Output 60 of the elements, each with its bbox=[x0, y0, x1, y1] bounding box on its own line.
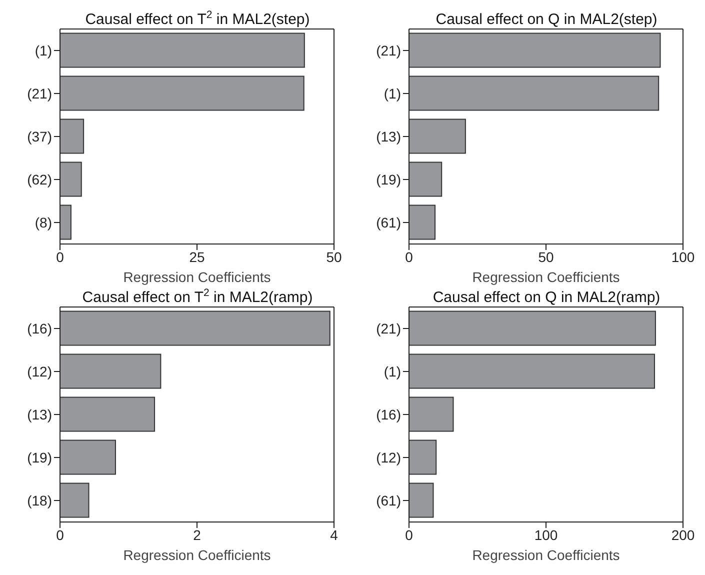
y-tick-label: (62) bbox=[27, 171, 52, 188]
x-tick-label: 0 bbox=[56, 248, 64, 265]
y-tick-label: (8) bbox=[34, 214, 52, 230]
y-tick-label: (21) bbox=[376, 42, 401, 58]
y-tick-label: (12) bbox=[376, 449, 401, 466]
bar bbox=[409, 354, 656, 389]
bar bbox=[409, 204, 436, 240]
x-tick-label: 0 bbox=[405, 526, 414, 543]
chart-title: Causal effect on Q in MAL2(ramp) bbox=[432, 289, 660, 306]
x-tick-label: 100 bbox=[671, 248, 695, 265]
y-tick-label: (61) bbox=[376, 492, 401, 508]
x-tick-label: 0 bbox=[56, 526, 64, 543]
y-tick-label: (16) bbox=[376, 406, 401, 422]
x-axis-title: Regression Coefficients bbox=[123, 547, 271, 563]
bar bbox=[409, 396, 454, 432]
bar bbox=[60, 440, 116, 475]
bar bbox=[409, 162, 442, 197]
chart-title: Causal effect on Q in MAL2(step) bbox=[436, 11, 658, 28]
bar bbox=[60, 32, 305, 68]
y-tick-label: (21) bbox=[27, 85, 52, 102]
x-axis-title: Regression Coefficients bbox=[472, 547, 620, 563]
bar bbox=[60, 162, 82, 197]
x-axis-title: Regression Coefficients bbox=[123, 269, 271, 285]
bar bbox=[60, 118, 84, 154]
y-tick-label: (12) bbox=[27, 363, 52, 380]
y-tick-label: (13) bbox=[376, 128, 401, 144]
y-tick-label: (61) bbox=[376, 214, 401, 230]
x-tick-label: 200 bbox=[671, 526, 695, 543]
y-tick-label: (16) bbox=[27, 320, 52, 336]
bar bbox=[60, 354, 162, 389]
bar bbox=[60, 396, 156, 432]
x-tick-label: 100 bbox=[534, 526, 558, 543]
y-tick-label: (18) bbox=[27, 492, 52, 508]
bar bbox=[60, 204, 72, 240]
bar bbox=[409, 32, 661, 68]
x-tick-label: 50 bbox=[538, 248, 554, 265]
y-tick-label: (21) bbox=[376, 320, 401, 336]
bar bbox=[409, 76, 660, 111]
bar bbox=[409, 440, 437, 475]
bar bbox=[60, 482, 90, 518]
chart-title: Causal effect on T$^{2}$ in MAL2(ramp) bbox=[82, 287, 313, 306]
bar bbox=[409, 310, 656, 346]
x-tick-label: 2 bbox=[193, 526, 202, 543]
y-tick-label: (13) bbox=[27, 406, 52, 422]
bar bbox=[60, 310, 330, 346]
bar bbox=[409, 482, 434, 518]
y-tick-label: (1) bbox=[384, 85, 401, 102]
y-tick-label: (19) bbox=[376, 171, 401, 188]
x-tick-label: 0 bbox=[405, 248, 414, 265]
bar bbox=[409, 118, 466, 154]
y-tick-label: (1) bbox=[384, 363, 401, 380]
y-tick-label: (19) bbox=[27, 449, 52, 466]
y-tick-label: (37) bbox=[27, 128, 52, 144]
x-tick-label: 25 bbox=[189, 248, 205, 265]
x-axis-title: Regression Coefficients bbox=[472, 269, 620, 285]
bar bbox=[60, 76, 304, 111]
y-tick-label: (1) bbox=[34, 42, 52, 58]
chart-title: Causal effect on T$^{2}$ in MAL2(step) bbox=[85, 9, 310, 28]
x-tick-label: 4 bbox=[330, 526, 338, 543]
x-tick-label: 50 bbox=[326, 248, 342, 265]
